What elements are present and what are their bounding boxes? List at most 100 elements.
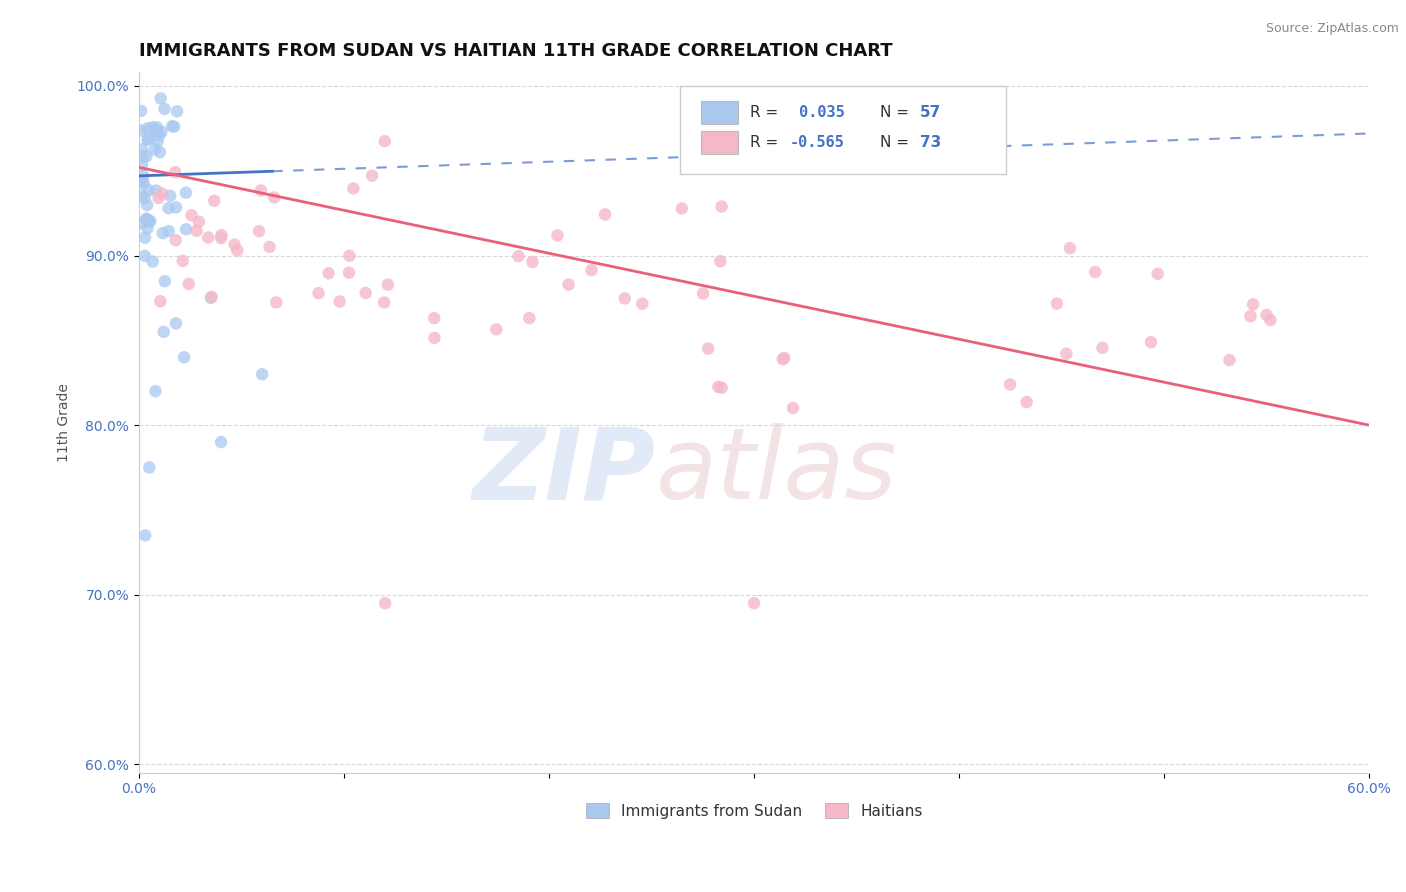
Point bbox=[145, 124, 167, 138]
Point bbox=[132, 150, 155, 164]
Point bbox=[150, 186, 173, 201]
Point bbox=[186, 224, 208, 238]
Point bbox=[197, 230, 219, 244]
Point bbox=[173, 351, 195, 365]
Point bbox=[1218, 353, 1240, 368]
Point bbox=[136, 198, 159, 212]
Point bbox=[1059, 241, 1081, 255]
Point bbox=[148, 191, 170, 205]
Point bbox=[423, 311, 446, 326]
Point bbox=[129, 188, 152, 202]
Point bbox=[200, 291, 222, 305]
Point bbox=[710, 200, 733, 214]
Text: IMMIGRANTS FROM SUDAN VS HAITIAN 11TH GRADE CORRELATION CHART: IMMIGRANTS FROM SUDAN VS HAITIAN 11TH GR… bbox=[139, 42, 893, 60]
Point bbox=[226, 244, 249, 258]
Y-axis label: 11th Grade: 11th Grade bbox=[58, 384, 72, 462]
Point bbox=[138, 460, 160, 475]
Point bbox=[131, 217, 153, 231]
Point bbox=[209, 231, 232, 245]
FancyBboxPatch shape bbox=[702, 101, 738, 124]
Point bbox=[782, 401, 804, 415]
Point bbox=[263, 190, 285, 204]
Point bbox=[522, 255, 544, 269]
Point bbox=[247, 224, 270, 238]
Text: 73: 73 bbox=[920, 135, 942, 150]
Point bbox=[138, 183, 160, 197]
Legend: Immigrants from Sudan, Haitians: Immigrants from Sudan, Haitians bbox=[579, 797, 928, 824]
Point bbox=[136, 221, 159, 235]
Point bbox=[250, 183, 273, 197]
Point bbox=[172, 253, 194, 268]
Point bbox=[374, 134, 396, 148]
Point bbox=[1140, 335, 1163, 350]
Point bbox=[377, 277, 399, 292]
Text: Source: ZipAtlas.com: Source: ZipAtlas.com bbox=[1265, 22, 1399, 36]
Point bbox=[1260, 313, 1282, 327]
Point bbox=[129, 173, 152, 187]
Point bbox=[188, 215, 211, 229]
Point bbox=[135, 149, 157, 163]
Point bbox=[508, 249, 530, 263]
Point bbox=[342, 181, 364, 195]
Point bbox=[1239, 310, 1261, 324]
Point bbox=[259, 240, 281, 254]
Point bbox=[134, 191, 156, 205]
Point bbox=[1015, 395, 1038, 409]
Point bbox=[517, 311, 540, 326]
Point bbox=[180, 208, 202, 222]
Point bbox=[1091, 341, 1114, 355]
Point bbox=[1241, 297, 1264, 311]
Point bbox=[132, 176, 155, 190]
Point bbox=[211, 228, 233, 243]
Point bbox=[697, 342, 720, 356]
Point bbox=[157, 224, 180, 238]
Point bbox=[148, 128, 170, 143]
Point bbox=[152, 325, 174, 339]
Point bbox=[138, 213, 160, 227]
Text: R =: R = bbox=[751, 135, 783, 150]
Text: atlas: atlas bbox=[655, 423, 897, 520]
Text: N =: N = bbox=[880, 105, 914, 120]
Point bbox=[135, 212, 157, 227]
Point bbox=[149, 294, 172, 309]
Point bbox=[139, 214, 162, 228]
Text: N =: N = bbox=[880, 135, 914, 150]
Point bbox=[165, 317, 187, 331]
Point bbox=[361, 169, 384, 183]
Point bbox=[423, 331, 446, 345]
Point bbox=[129, 103, 152, 118]
Point bbox=[135, 211, 157, 226]
Point bbox=[1146, 267, 1168, 281]
Point bbox=[742, 596, 765, 610]
Point bbox=[613, 292, 636, 306]
Point bbox=[166, 104, 188, 119]
Text: 57: 57 bbox=[920, 105, 942, 120]
Point bbox=[146, 120, 169, 135]
Point bbox=[547, 228, 569, 243]
Text: R =: R = bbox=[751, 105, 783, 120]
Point bbox=[581, 263, 603, 277]
Point bbox=[142, 120, 165, 135]
Point bbox=[224, 237, 246, 252]
Point bbox=[557, 277, 579, 292]
Point bbox=[165, 233, 187, 247]
Point bbox=[318, 266, 340, 280]
Point bbox=[337, 266, 360, 280]
Point bbox=[209, 435, 232, 450]
Point bbox=[163, 120, 186, 134]
Text: ZIP: ZIP bbox=[472, 423, 655, 520]
Point bbox=[373, 295, 395, 310]
Point bbox=[152, 226, 174, 240]
Point bbox=[671, 202, 693, 216]
Point bbox=[134, 230, 156, 244]
Point bbox=[160, 120, 183, 134]
Point bbox=[485, 322, 508, 336]
Point bbox=[772, 352, 794, 367]
Point bbox=[143, 142, 166, 156]
Point bbox=[145, 384, 167, 399]
Point bbox=[159, 188, 181, 202]
Point bbox=[136, 131, 159, 145]
Point bbox=[129, 175, 152, 189]
Point bbox=[153, 102, 176, 116]
Point bbox=[329, 294, 352, 309]
